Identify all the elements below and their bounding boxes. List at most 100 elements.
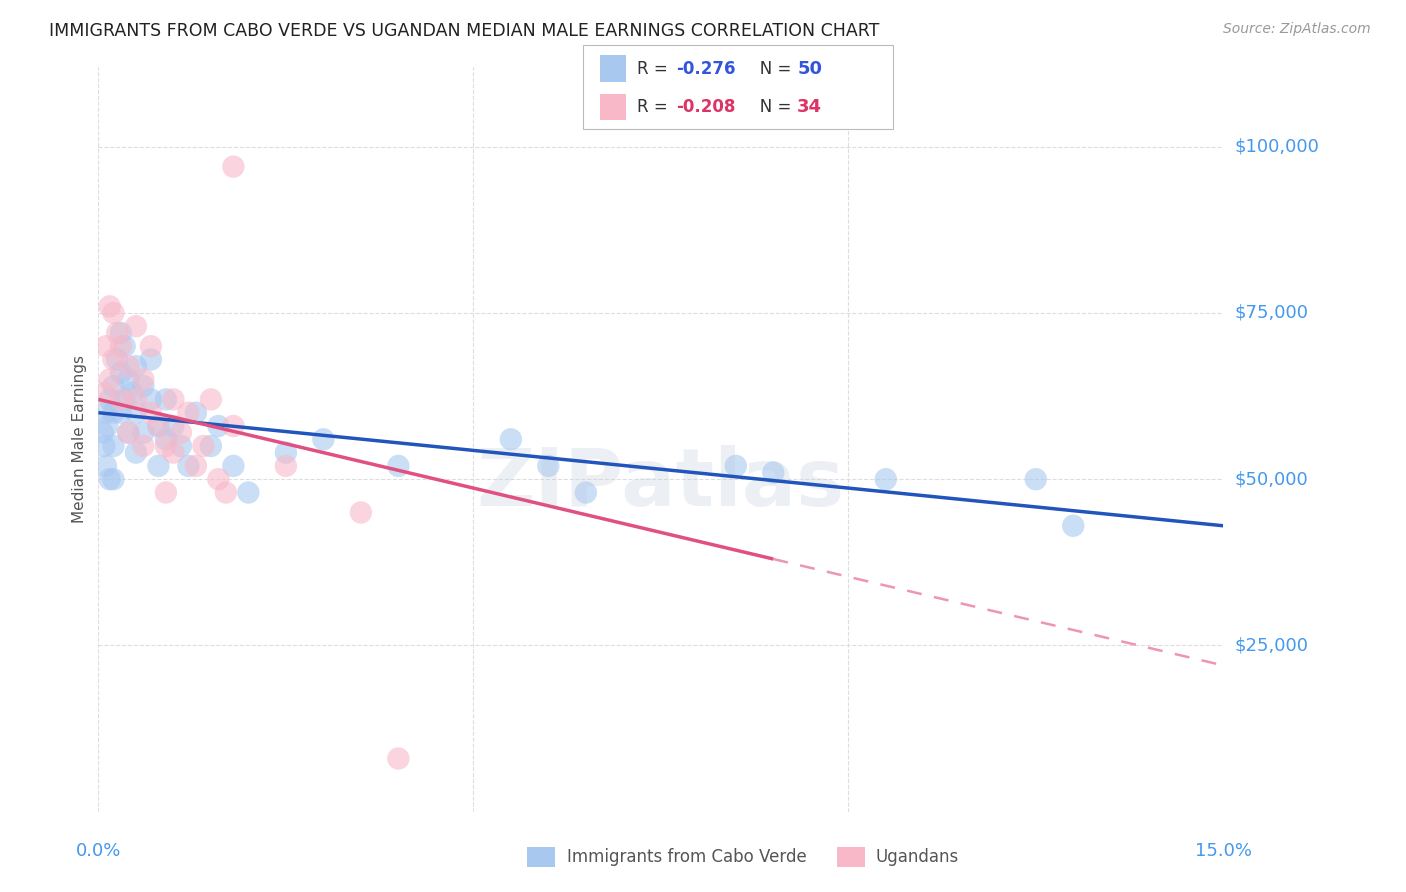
Point <box>222 419 245 434</box>
Point <box>724 458 747 473</box>
Point <box>94 458 117 473</box>
Point <box>350 506 373 520</box>
Point <box>139 392 162 407</box>
Point <box>132 379 155 393</box>
Point <box>125 445 148 459</box>
Point <box>155 432 177 446</box>
Point <box>132 439 155 453</box>
Text: 34: 34 <box>797 98 823 116</box>
Text: $100,000: $100,000 <box>1234 137 1319 156</box>
Point <box>155 439 177 453</box>
Point <box>110 339 132 353</box>
Point <box>93 439 115 453</box>
Point <box>200 439 222 453</box>
Point <box>105 352 128 367</box>
Point <box>117 425 139 440</box>
Point <box>162 392 184 407</box>
Point <box>575 485 598 500</box>
Point <box>155 392 177 407</box>
Point <box>170 439 193 453</box>
Text: $75,000: $75,000 <box>1234 304 1309 322</box>
Point <box>148 419 170 434</box>
Point <box>1062 518 1084 533</box>
Point <box>110 406 132 420</box>
Point <box>875 472 897 486</box>
Point <box>114 339 136 353</box>
Text: Ugandans: Ugandans <box>876 848 959 866</box>
Point <box>139 352 162 367</box>
Point <box>98 472 121 486</box>
Point <box>91 425 114 440</box>
Text: N =: N = <box>744 60 796 78</box>
Text: 0.0%: 0.0% <box>76 842 121 860</box>
Point <box>125 392 148 407</box>
Point <box>139 339 162 353</box>
Point <box>125 406 148 420</box>
Text: Immigrants from Cabo Verde: Immigrants from Cabo Verde <box>567 848 807 866</box>
Point <box>148 458 170 473</box>
Text: IMMIGRANTS FROM CABO VERDE VS UGANDAN MEDIAN MALE EARNINGS CORRELATION CHART: IMMIGRANTS FROM CABO VERDE VS UGANDAN ME… <box>49 22 880 40</box>
Point <box>110 392 132 407</box>
Point <box>312 432 335 446</box>
Point <box>162 419 184 434</box>
Point <box>274 445 297 459</box>
Point <box>110 326 132 340</box>
Point <box>155 485 177 500</box>
Text: $50,000: $50,000 <box>1234 470 1308 488</box>
Point <box>274 458 297 473</box>
Point <box>200 392 222 407</box>
Point <box>103 352 125 367</box>
Point <box>193 439 215 453</box>
Point <box>499 432 522 446</box>
Point <box>94 339 117 353</box>
Point <box>117 372 139 386</box>
Point <box>177 406 200 420</box>
Text: -0.208: -0.208 <box>676 98 735 116</box>
Point <box>132 372 155 386</box>
Point <box>238 485 260 500</box>
Text: 15.0%: 15.0% <box>1195 842 1251 860</box>
Point <box>215 485 238 500</box>
Point <box>96 419 118 434</box>
Text: -0.276: -0.276 <box>676 60 735 78</box>
Point <box>117 359 139 373</box>
Point <box>387 458 409 473</box>
Point <box>1025 472 1047 486</box>
Point <box>125 319 148 334</box>
Y-axis label: Median Male Earnings: Median Male Earnings <box>72 355 87 524</box>
Point <box>162 445 184 459</box>
Point <box>94 406 117 420</box>
Point <box>762 466 785 480</box>
Point <box>537 458 560 473</box>
Text: ZIPatlas: ZIPatlas <box>477 445 845 523</box>
Point <box>93 385 115 400</box>
Text: R =: R = <box>637 98 673 116</box>
Point <box>177 458 200 473</box>
Point <box>98 299 121 313</box>
Point <box>132 425 155 440</box>
Point <box>114 392 136 407</box>
Text: Source: ZipAtlas.com: Source: ZipAtlas.com <box>1223 22 1371 37</box>
Text: N =: N = <box>744 98 796 116</box>
Point <box>170 425 193 440</box>
Text: $25,000: $25,000 <box>1234 637 1309 655</box>
Point <box>117 425 139 440</box>
Point <box>103 306 125 320</box>
Point <box>387 751 409 765</box>
Point <box>103 406 125 420</box>
Point <box>125 359 148 373</box>
Point <box>139 406 162 420</box>
Point <box>98 372 121 386</box>
Point <box>222 160 245 174</box>
Point <box>222 458 245 473</box>
Point <box>121 385 143 400</box>
Point <box>105 326 128 340</box>
Point <box>98 392 121 407</box>
Point <box>207 472 229 486</box>
Text: 50: 50 <box>797 60 823 78</box>
Point <box>103 379 125 393</box>
Point <box>110 366 132 380</box>
Point <box>207 419 229 434</box>
Point <box>103 439 125 453</box>
Point <box>184 406 207 420</box>
